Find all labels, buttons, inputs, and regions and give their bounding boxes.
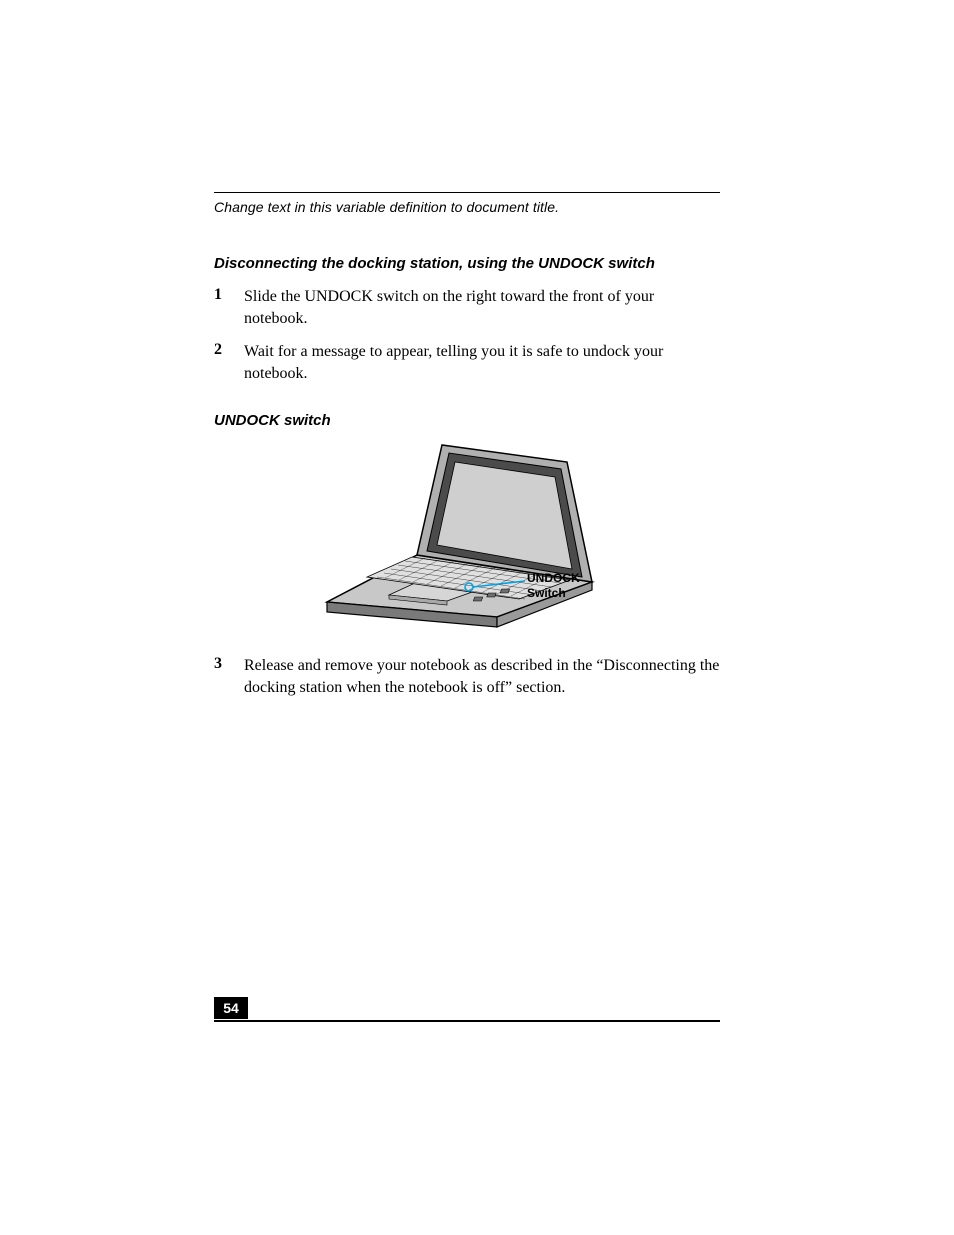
laptop-figure: UNDOCK Switch: [297, 437, 637, 637]
figure-callout-label: UNDOCK Switch: [527, 571, 607, 600]
footer-rule: 54: [214, 1020, 720, 1022]
step-2: 2 Wait for a message to appear, telling …: [214, 341, 720, 384]
figure-container: UNDOCK Switch: [214, 437, 720, 637]
content-area: Change text in this variable definition …: [214, 192, 720, 711]
step-number: 1: [214, 286, 244, 329]
figure-caption: UNDOCK switch: [214, 412, 720, 429]
callout-text-line2: Switch: [527, 586, 566, 600]
step-text: Release and remove your notebook as desc…: [244, 655, 720, 698]
section-heading: Disconnecting the docking station, using…: [214, 255, 720, 272]
step-1: 1 Slide the UNDOCK switch on the right t…: [214, 286, 720, 329]
step-3: 3 Release and remove your notebook as de…: [214, 655, 720, 698]
running-header: Change text in this variable definition …: [214, 199, 720, 215]
header-rule: [214, 192, 720, 193]
step-number: 2: [214, 341, 244, 384]
page-number-box: 54: [214, 997, 248, 1019]
step-text: Slide the UNDOCK switch on the right tow…: [244, 286, 720, 329]
document-page: Change text in this variable definition …: [0, 0, 954, 1235]
page-footer: 54: [214, 1020, 720, 1022]
step-text: Wait for a message to appear, telling yo…: [244, 341, 720, 384]
laptop-illustration-icon: [297, 437, 637, 637]
page-number: 54: [223, 1000, 239, 1016]
callout-text-line1: UNDOCK: [527, 571, 580, 585]
step-number: 3: [214, 655, 244, 698]
